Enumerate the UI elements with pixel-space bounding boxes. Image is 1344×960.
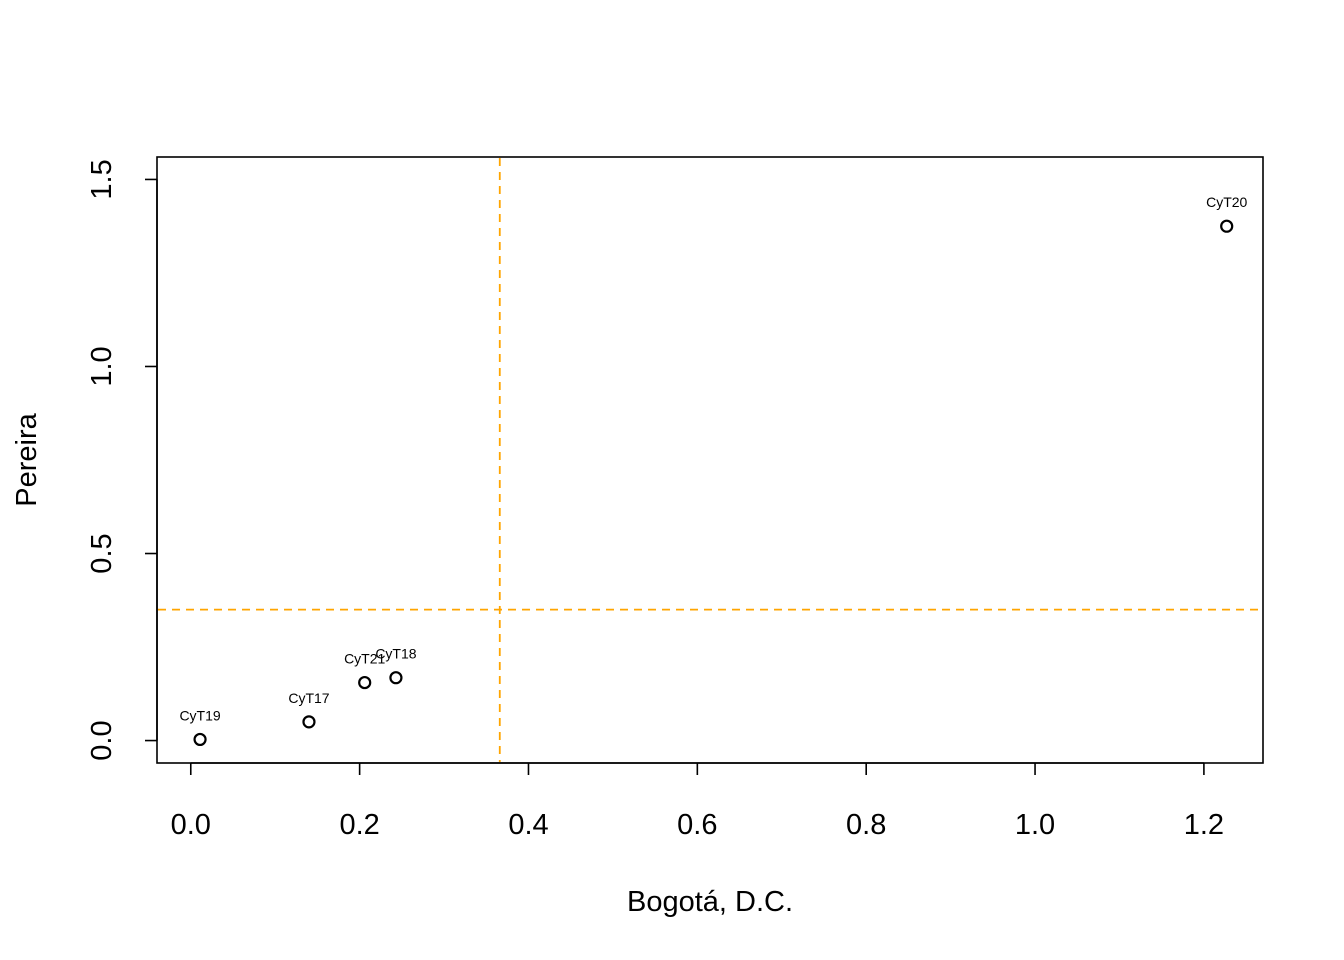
- x-axis: 0.0 0.2 0.4 0.6 0.8 1.0 1.2: [171, 762, 1224, 841]
- x-tick-label: 0.8: [846, 809, 886, 841]
- point-label: CyT20: [1206, 194, 1247, 210]
- y-tick-label: 1.5: [86, 159, 118, 199]
- x-tick-label: 0.4: [508, 809, 548, 841]
- x-tick-label: 1.0: [1015, 809, 1055, 841]
- data-point: [302, 715, 316, 729]
- point-label: CyT18: [375, 646, 416, 662]
- point-label: CyT19: [179, 707, 220, 723]
- point-label: CyT21: [344, 651, 385, 667]
- point-label: CyT17: [288, 690, 329, 706]
- reference-lines: [158, 158, 1262, 762]
- y-axis: 0.0 0.5 1.0 1.5: [86, 159, 158, 761]
- point-labels: CyT17 CyT18 CyT19 CyT20 CyT21: [179, 194, 1247, 723]
- data-point: [389, 671, 403, 685]
- data-point: [1220, 219, 1234, 233]
- x-axis-title: Bogotá, D.C.: [627, 886, 793, 918]
- data-point: [193, 732, 207, 747]
- data-points: [193, 219, 1234, 747]
- plot-frame: [156, 156, 1264, 764]
- y-axis-title: Pereira: [11, 412, 43, 506]
- x-tick-label: 0.6: [677, 809, 717, 841]
- x-tick-label: 0.2: [339, 809, 379, 841]
- x-tick-label: 0.0: [171, 809, 211, 841]
- x-tick-label: 1.2: [1184, 809, 1224, 841]
- y-tick-label: 1.0: [86, 346, 118, 386]
- y-tick-label: 0.0: [86, 720, 118, 760]
- data-point: [358, 675, 372, 690]
- y-tick-label: 0.5: [86, 533, 118, 573]
